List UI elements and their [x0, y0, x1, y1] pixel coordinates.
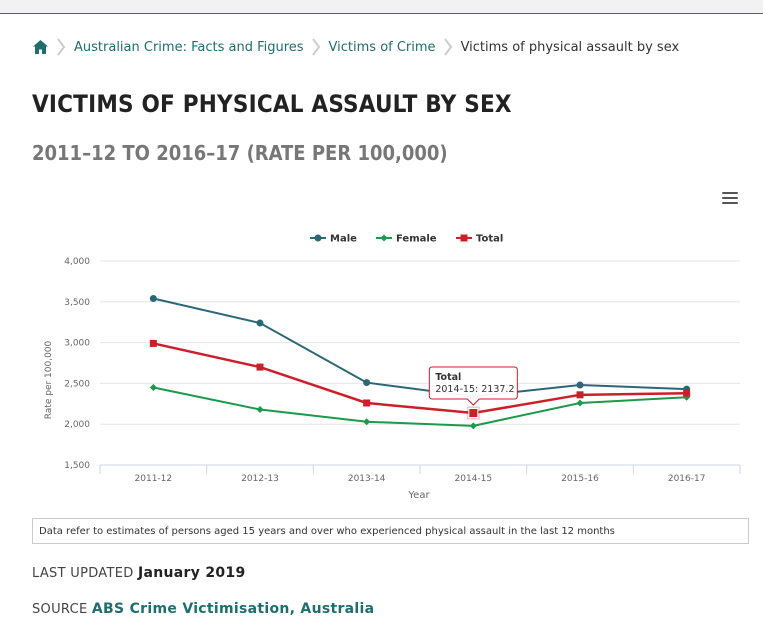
data-point-male — [576, 381, 584, 389]
top-bar — [0, 0, 763, 14]
source-link[interactable]: ABS Crime Victimisation, Australia — [91, 601, 375, 617]
x-tick-label: 2015-16 — [561, 474, 599, 484]
legend-label-total: Total — [476, 234, 503, 245]
y-tick-label: 3,000 — [64, 339, 90, 349]
chevron-right-icon — [311, 38, 320, 56]
data-point-female — [363, 418, 371, 426]
x-tick-label: 2013-14 — [348, 474, 386, 484]
data-point-male — [363, 379, 371, 387]
data-point-total — [683, 389, 691, 397]
legend-marker — [314, 234, 322, 242]
tooltip-text: 2014-15: 2137.2 — [435, 384, 514, 395]
data-point-male — [149, 295, 157, 303]
y-tick-label: 3,500 — [64, 298, 90, 308]
home-icon[interactable] — [32, 39, 49, 55]
data-point-female — [576, 399, 584, 407]
series-line-total — [153, 342, 687, 415]
y-tick-label: 1,500 — [64, 461, 90, 471]
tooltip-title: Total — [435, 372, 461, 383]
x-axis-label: Year — [407, 490, 430, 501]
y-tick-label: 4,000 — [64, 257, 90, 267]
data-point-total — [363, 399, 371, 407]
chart-container: 1,500 2,000 2,500 3,000 3,500 4,000 2011-12 20… — [32, 180, 750, 510]
y-tick-label: 2,500 — [64, 379, 90, 389]
grid-lines — [100, 260, 740, 466]
legend-marker — [460, 234, 468, 242]
legend-label-male: Male — [330, 234, 357, 245]
x-tick-label: 2011-12 — [135, 474, 173, 484]
legend-marker — [380, 234, 388, 242]
chart-note: Data refer to estimates of persons aged … — [32, 518, 749, 544]
series-line-female — [153, 386, 687, 427]
data-point-total — [576, 391, 584, 399]
data-point-female — [149, 383, 157, 391]
y-tick-label: 2,000 — [64, 420, 90, 430]
breadcrumb: Australian Crime: Facts and Figures Vict… — [32, 37, 679, 57]
y-axis-label: Rate per 100,000 — [44, 340, 54, 419]
series-line-male — [153, 297, 687, 398]
tooltip-point — [468, 408, 479, 419]
data-point-female — [469, 422, 477, 430]
last-updated: LAST UPDATED January 2019 — [32, 565, 246, 581]
chevron-right-icon — [57, 38, 66, 56]
data-point-total — [256, 363, 264, 371]
breadcrumb-current: Victims of physical assault by sex — [460, 39, 680, 55]
x-axis-ticks: 2011-12 2012-13 2013-14 2014-15 2015-16 2016-… — [99, 465, 741, 484]
series-group — [149, 295, 691, 430]
legend-label-female: Female — [396, 234, 437, 245]
hamburger-menu-icon[interactable] — [722, 192, 738, 206]
x-tick-label: 2012-13 — [241, 474, 279, 484]
data-point-female — [256, 406, 264, 414]
last-updated-label: LAST UPDATED — [32, 566, 134, 581]
page-title: VICTIMS OF PHYSICAL ASSAULT BY SEX — [32, 90, 512, 118]
data-point-male — [256, 319, 264, 327]
source-label: SOURCE — [32, 602, 88, 617]
data-point-total — [149, 339, 157, 347]
tooltip-box — [428, 366, 518, 406]
source: SOURCE ABS Crime Victimisation, Australi… — [32, 601, 374, 617]
y-axis-ticks: 1,500 2,000 2,500 3,000 3,500 4,000 — [64, 257, 90, 471]
chevron-right-icon — [443, 38, 452, 56]
breadcrumb-link-victims[interactable]: Victims of Crime — [328, 39, 436, 55]
page-subtitle: 2011–12 TO 2016–17 (RATE PER 100,000) — [32, 141, 448, 165]
breadcrumb-link-crime-facts[interactable]: Australian Crime: Facts and Figures — [74, 39, 304, 55]
x-tick-label: 2014-15 — [455, 474, 493, 484]
legend: Male Female Total — [310, 234, 503, 245]
last-updated-value: January 2019 — [137, 565, 246, 581]
x-tick-label: 2016-17 — [668, 474, 706, 484]
